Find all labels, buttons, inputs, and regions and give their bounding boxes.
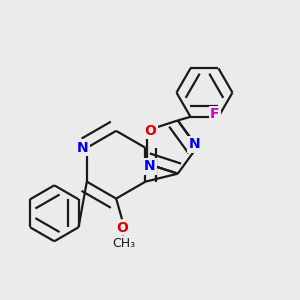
- Text: CH₃: CH₃: [112, 237, 135, 250]
- Text: F: F: [210, 107, 220, 122]
- Text: N: N: [188, 137, 200, 151]
- Text: O: O: [144, 124, 156, 138]
- Text: O: O: [116, 221, 128, 235]
- Text: N: N: [144, 159, 155, 173]
- Text: N: N: [77, 141, 89, 155]
